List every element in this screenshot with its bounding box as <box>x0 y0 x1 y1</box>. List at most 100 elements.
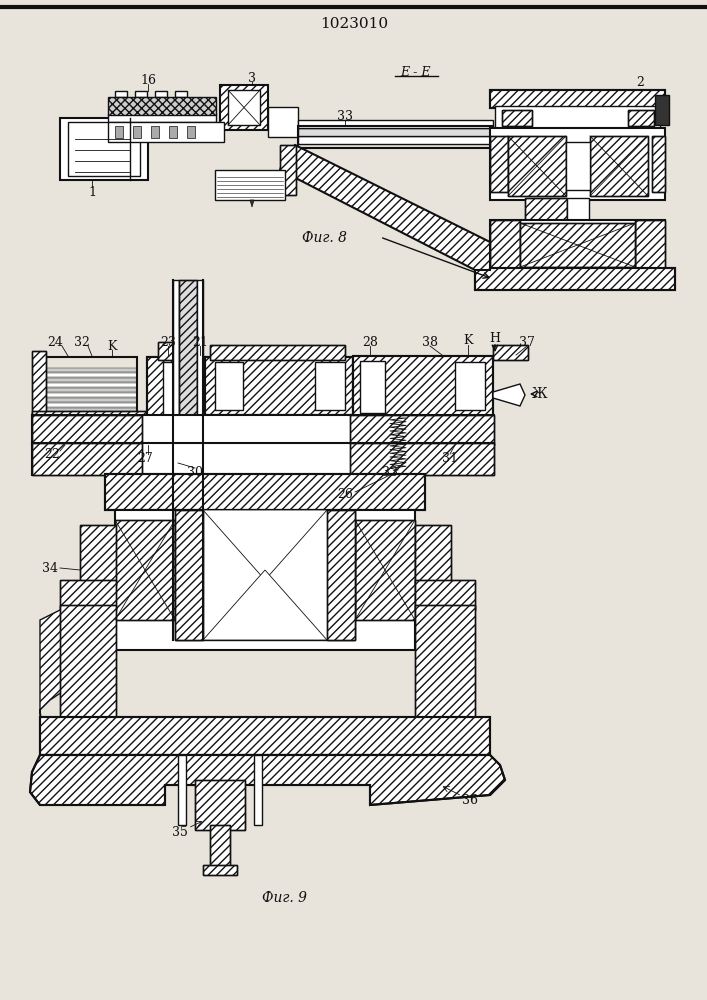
Bar <box>42 368 137 372</box>
Bar <box>254 755 262 825</box>
Bar <box>179 280 197 640</box>
Bar <box>40 717 490 755</box>
Bar <box>490 90 665 108</box>
Bar <box>475 268 675 290</box>
Bar <box>635 220 665 270</box>
Bar <box>32 415 494 445</box>
Text: 21: 21 <box>192 336 208 349</box>
Text: 27: 27 <box>137 452 153 464</box>
Bar <box>210 345 345 360</box>
Bar <box>415 605 475 720</box>
Text: K: K <box>107 340 117 353</box>
Bar <box>42 388 137 392</box>
Bar <box>175 91 187 97</box>
Text: 22: 22 <box>44 448 60 462</box>
Bar <box>327 510 355 640</box>
Polygon shape <box>203 510 327 580</box>
Bar <box>490 128 665 200</box>
Bar <box>158 443 176 465</box>
Bar <box>298 136 493 144</box>
Bar <box>475 268 675 290</box>
Bar <box>40 717 490 755</box>
Bar <box>179 280 197 640</box>
Bar <box>415 525 451 585</box>
Bar <box>60 580 116 610</box>
Bar <box>115 91 127 97</box>
Polygon shape <box>493 384 525 406</box>
Bar <box>151 126 159 138</box>
Text: 36: 36 <box>462 794 478 806</box>
Bar <box>215 170 285 200</box>
Bar <box>415 525 451 585</box>
Bar <box>115 520 175 620</box>
Bar <box>197 280 203 640</box>
Polygon shape <box>250 200 254 207</box>
Text: 32: 32 <box>74 336 90 349</box>
Text: 24: 24 <box>47 336 63 349</box>
Bar <box>228 90 260 125</box>
Bar <box>220 85 268 130</box>
Bar <box>655 95 669 125</box>
Bar <box>175 510 203 640</box>
Polygon shape <box>203 570 327 640</box>
Text: 1: 1 <box>88 186 96 198</box>
Text: 30: 30 <box>187 466 203 479</box>
Bar <box>80 525 116 585</box>
Bar <box>652 136 665 192</box>
Bar <box>187 126 195 138</box>
Bar <box>203 865 237 875</box>
Polygon shape <box>280 145 490 270</box>
Text: 28: 28 <box>362 336 378 349</box>
Bar <box>163 362 189 420</box>
Bar <box>203 865 237 875</box>
Bar <box>80 525 116 585</box>
Bar <box>415 580 475 610</box>
Bar <box>175 510 203 640</box>
Bar <box>32 415 142 445</box>
Bar <box>42 398 137 402</box>
Bar <box>353 356 493 418</box>
Bar <box>108 122 224 142</box>
Bar <box>502 110 532 126</box>
Bar <box>147 357 205 425</box>
Bar <box>415 580 475 610</box>
Bar <box>195 780 245 830</box>
Bar <box>205 357 353 415</box>
Bar <box>490 220 520 270</box>
Text: 37: 37 <box>519 336 535 349</box>
Bar <box>268 107 298 137</box>
Bar <box>327 510 355 640</box>
Bar <box>42 393 137 397</box>
Bar <box>32 443 494 475</box>
Bar <box>493 345 528 360</box>
Bar <box>508 136 566 196</box>
Bar <box>490 136 508 192</box>
Bar <box>350 415 494 445</box>
Bar <box>525 198 567 220</box>
Text: Ж: Ж <box>532 387 548 401</box>
Bar <box>115 126 123 138</box>
Bar <box>298 128 493 136</box>
Bar <box>155 91 167 97</box>
Bar <box>628 110 654 126</box>
Bar <box>495 106 660 130</box>
Bar <box>502 110 532 126</box>
Bar <box>32 351 46 416</box>
Bar <box>60 605 116 720</box>
Bar <box>42 408 137 412</box>
Bar <box>315 362 345 410</box>
Text: K: K <box>463 334 473 348</box>
Bar <box>195 780 245 830</box>
Polygon shape <box>30 755 505 805</box>
Bar <box>108 114 216 122</box>
Text: 2: 2 <box>636 76 644 89</box>
Bar <box>133 126 141 138</box>
Bar <box>567 198 589 220</box>
Bar <box>490 220 520 270</box>
Bar <box>652 136 665 192</box>
Bar <box>635 220 665 270</box>
Bar <box>115 520 175 620</box>
Bar <box>280 145 296 195</box>
Bar <box>210 345 345 360</box>
Bar <box>360 361 385 413</box>
